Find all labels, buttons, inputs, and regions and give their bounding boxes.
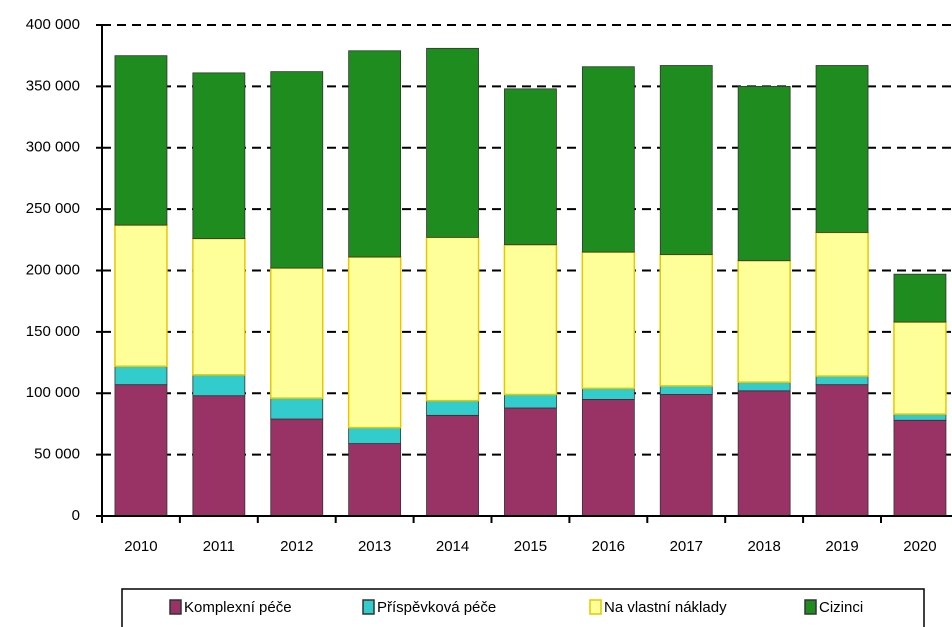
legend-swatch	[362, 599, 375, 615]
legend-label: Cizinci	[819, 599, 863, 616]
bar-segment	[659, 253, 713, 387]
bar-segment	[425, 236, 480, 402]
bar-segment	[737, 85, 791, 262]
x-tick-label: 2014	[436, 538, 469, 555]
bar-segment	[192, 237, 246, 376]
bar-segment	[659, 65, 713, 255]
y-tick-label: 250 000	[26, 200, 80, 217]
legend-label: Příspěvková péče	[377, 599, 496, 616]
bar-segment	[581, 66, 635, 253]
x-tick-label: 2017	[670, 538, 703, 555]
bar-segment	[426, 400, 479, 416]
bar-segment	[737, 390, 791, 517]
bar-segment	[581, 251, 636, 390]
bar-segment	[270, 267, 324, 399]
bar-segment	[192, 395, 246, 517]
y-tick-label: 200 000	[26, 261, 80, 278]
bar-segment	[114, 55, 168, 226]
bar-segment	[504, 88, 557, 246]
x-tick-label: 2019	[825, 538, 858, 555]
bar-segment	[737, 381, 791, 392]
bar-segment	[815, 65, 869, 233]
x-tick-label: 2011	[203, 538, 235, 555]
bar-segment	[270, 71, 324, 269]
bar-segment	[815, 384, 869, 517]
bar-segment	[192, 72, 246, 239]
bar-segment	[426, 47, 479, 238]
bar-segment	[893, 419, 947, 517]
bar-segment	[503, 243, 558, 396]
y-tick-label: 350 000	[26, 77, 80, 94]
bar-segment	[815, 231, 869, 377]
bar-segment	[270, 397, 324, 420]
x-tick-label: 2012	[280, 538, 313, 555]
bar-segment	[348, 50, 402, 258]
y-tick-label: 300 000	[26, 139, 80, 156]
x-tick-label: 2015	[514, 538, 547, 555]
legend-swatch	[589, 599, 602, 615]
bar-segment	[270, 418, 324, 517]
bar-segment	[347, 256, 402, 429]
bar-segment	[581, 398, 635, 517]
bar-segment	[815, 375, 869, 386]
x-tick-label: 2018	[747, 538, 780, 555]
bar-segment	[504, 407, 557, 517]
bar-segment	[737, 259, 791, 383]
bar-segment	[893, 321, 947, 415]
legend-swatch	[169, 599, 182, 615]
bar-segment	[114, 224, 168, 367]
x-tick-label: 2016	[592, 538, 625, 555]
x-tick-label: 2013	[358, 538, 391, 555]
y-tick-label: 100 000	[26, 384, 80, 401]
y-tick-label: 0	[72, 507, 80, 524]
bar-segment	[114, 365, 168, 386]
bar-segment	[581, 387, 635, 400]
bar-segment	[426, 414, 479, 517]
bar-segment	[659, 385, 713, 395]
bar-segment	[348, 427, 402, 444]
x-tick-label: 2010	[124, 538, 157, 555]
bar-segment	[114, 384, 168, 517]
bar-segment	[504, 394, 557, 409]
bar-segment	[659, 394, 713, 517]
bar-segment	[893, 413, 947, 421]
legend-swatch	[804, 599, 817, 615]
y-tick-label: 400 000	[26, 16, 80, 33]
y-tick-label: 50 000	[34, 446, 80, 463]
y-tick-label: 150 000	[26, 323, 80, 340]
bar-segment	[192, 374, 246, 397]
x-tick-label: 2020	[903, 538, 936, 555]
bar-segment	[348, 443, 402, 517]
legend-label: Komplexní péče	[184, 599, 292, 616]
bar-segment	[893, 273, 947, 323]
legend-box	[121, 588, 925, 627]
legend-label: Na vlastní náklady	[604, 599, 727, 616]
